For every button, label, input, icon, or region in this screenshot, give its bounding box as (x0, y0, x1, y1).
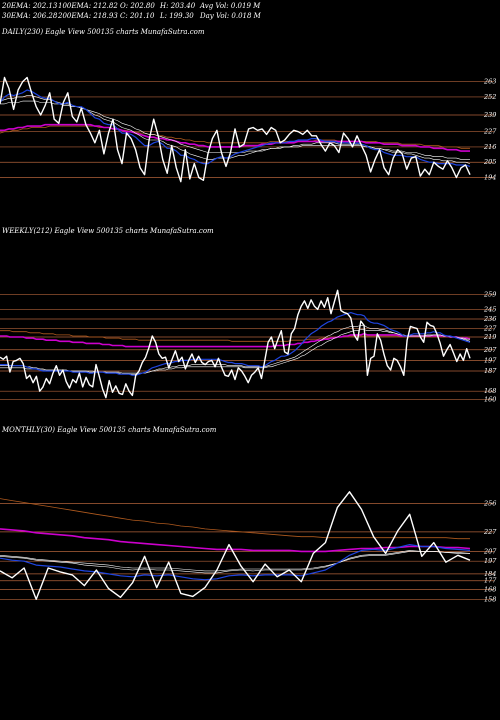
monthly-ytick-label: 158 (484, 595, 496, 603)
daily-panel: 263 252 239 227 216 205 194 (0, 76, 497, 183)
avg-vol-label: Avg Vol: 0.019 M (199, 2, 261, 10)
weekly-ytick-label: 168 (484, 387, 496, 395)
weekly-price-line (0, 289, 471, 399)
daily-ema-long-line (0, 123, 470, 152)
weekly-ytick-label: 219 (483, 333, 496, 341)
weekly-panel-title: WEEKLY(212) Eagle View 500135 charts Mun… (2, 227, 214, 235)
ema20-label: 20EMA: 202.13 (1, 2, 58, 10)
monthly-ytick-label: 227 (483, 528, 497, 536)
monthly-panel-title: MONTHLY(30) Eagle View 500135 charts Mun… (1, 426, 217, 434)
day-vol-label: Day Vol: 0.018 M (199, 12, 262, 20)
weekly-ytick-label: 236 (483, 315, 496, 323)
ema30-label: 30EMA: 206.28 (2, 12, 58, 20)
daily-ytick-label: 227 (483, 128, 497, 136)
close-label: C: 201.10 (120, 12, 155, 20)
monthly-ytick-label: 177 (484, 577, 497, 585)
monthly-ytick-label: 184 (484, 570, 496, 578)
monthly-ytick-label: 207 (483, 547, 497, 555)
daily-panel-title: DAILY(230) Eagle View 500135 charts Muna… (1, 28, 205, 36)
monthly-ema-mid2-line (0, 551, 471, 572)
daily-ytick-label: 216 (483, 143, 496, 151)
weekly-ema-slow-line (0, 330, 470, 342)
monthly-ytick-label: 168 (484, 586, 496, 594)
weekly-ytick-label: 160 (484, 396, 496, 404)
ema100-label: 100EMA: 212.82 (58, 2, 118, 10)
low-label: L: 199.30 (159, 12, 194, 20)
ema200-label: 200EMA: 218.93 (57, 12, 118, 20)
weekly-ytick-label: 259 (483, 291, 496, 299)
weekly-ytick-label: 245 (483, 305, 496, 313)
daily-ytick-label: 252 (483, 93, 496, 101)
open-label: O: 202.80 (120, 2, 155, 10)
daily-ema-short-line (0, 89, 471, 167)
weekly-ema-long-line (0, 332, 471, 348)
daily-price-line (0, 76, 471, 183)
monthly-ytick-label: 197 (484, 557, 497, 565)
monthly-ema-long-line (0, 528, 471, 553)
weekly-ema-mid-line (0, 325, 471, 375)
daily-ytick-label: 194 (484, 174, 496, 182)
weekly-ema-short-line (0, 312, 471, 376)
high-label: H: 203.40 (159, 2, 196, 10)
weekly-ytick-label: 207 (483, 346, 497, 354)
weekly-ytick-label: 197 (484, 356, 497, 364)
daily-ytick-label: 263 (483, 78, 496, 86)
daily-ytick-label: 239 (483, 111, 496, 119)
monthly-ytick-label: 256 (483, 500, 496, 508)
monthly-ema-short-line (0, 543, 471, 581)
daily-ema-slow-line (0, 125, 470, 149)
daily-ytick-label: 205 (483, 158, 496, 166)
weekly-ytick-label: 187 (484, 367, 497, 375)
monthly-ema-mid-line (0, 550, 470, 574)
monthly-price-line (0, 491, 471, 600)
monthly-ema-slow-line (0, 498, 470, 540)
weekly-ytick-label: 227 (483, 325, 497, 333)
